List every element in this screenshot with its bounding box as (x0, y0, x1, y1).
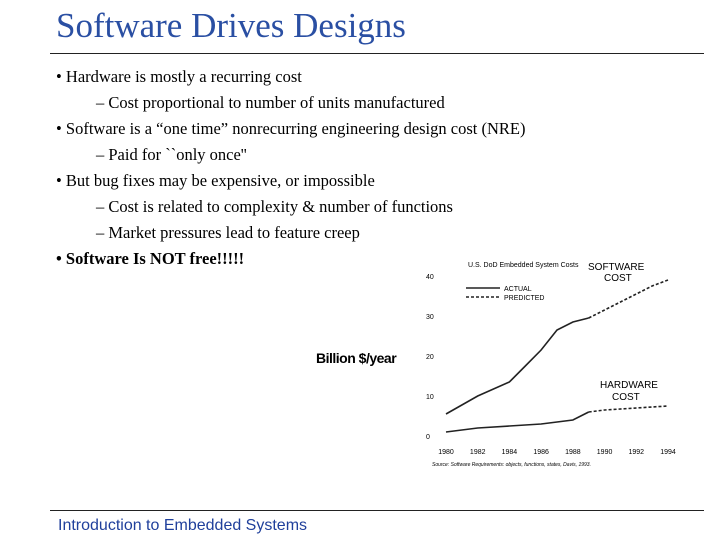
sub-bullet-complexity: – Cost is related to complexity & number… (96, 197, 453, 216)
slide-title: Software Drives Designs (56, 6, 406, 45)
x-tick-label: 1990 (597, 449, 613, 456)
sub-bullet-paid-once: – Paid for ``only once'' (96, 145, 247, 164)
bullet-bug-fixes: • But bug fixes may be expensive, or imp… (56, 171, 375, 190)
cost-chart: 0 10 20 30 40 1980 1982 1984 1986 1988 1990 1992 199… (426, 262, 676, 468)
chart-series (445, 279, 669, 433)
legend-predicted-label: PREDICTED (504, 295, 544, 302)
bullet-software-nre: • Software is a “one time” nonrecurring … (56, 119, 526, 138)
sub-bullet-cost-proportional: – Cost proportional to number of units m… (96, 93, 445, 112)
footer-divider (50, 510, 704, 511)
sub-bullet-feature-creep: – Market pressures lead to feature creep (96, 223, 360, 242)
x-tick-label: 1986 (533, 449, 549, 456)
x-tick-label: 1980 (438, 449, 454, 456)
series-line-software-cost-dashed (588, 279, 669, 319)
footer-text: Introduction to Embedded Systems (58, 517, 308, 534)
y-tick-label: 40 (426, 274, 434, 281)
chart-source-note: Source: Software Requirements: objects, … (432, 462, 591, 468)
x-tick-label: 1992 (628, 449, 644, 456)
series-line-software-cost-solid (445, 317, 589, 415)
series-line-hardware-cost-solid (445, 411, 590, 433)
hardware-cost-label-1: HARDWARE (600, 380, 658, 391)
x-tick-label: 1984 (502, 449, 518, 456)
legend-actual-label: ACTUAL (504, 286, 532, 293)
bullet-list: • Hardware is mostly a recurring cost – … (56, 64, 696, 272)
x-tick-label: 1988 (565, 449, 581, 456)
y-tick-label: 0 (426, 434, 430, 441)
hardware-cost-label-2: COST (612, 392, 640, 403)
x-tick-label: 1982 (470, 449, 486, 456)
y-tick-label: 10 (426, 394, 434, 401)
software-cost-label-2: COST (604, 273, 632, 284)
chart-legend: U.S. DoD Embedded System Costs ACTUAL PR… (466, 262, 579, 302)
chart-y-axis-label: Billion $/year (316, 350, 397, 366)
bullet-hardware-cost: • Hardware is mostly a recurring cost (56, 67, 302, 86)
bullet-software-not-free: • Software Is NOT free!!!!! (56, 249, 245, 268)
chart-title-line: U.S. DoD Embedded System Costs (468, 262, 579, 269)
y-tick-label: 20 (426, 354, 434, 361)
software-cost-label-1: SOFTWARE (588, 262, 645, 273)
y-tick-label: 30 (426, 314, 434, 321)
title-divider (50, 53, 704, 54)
x-tick-label: 1994 (660, 449, 676, 456)
series-line-hardware-cost-dashed (588, 405, 669, 413)
chart-axes: 0 10 20 30 40 1980 1982 1984 1986 1988 1990 1992 199… (426, 274, 676, 456)
